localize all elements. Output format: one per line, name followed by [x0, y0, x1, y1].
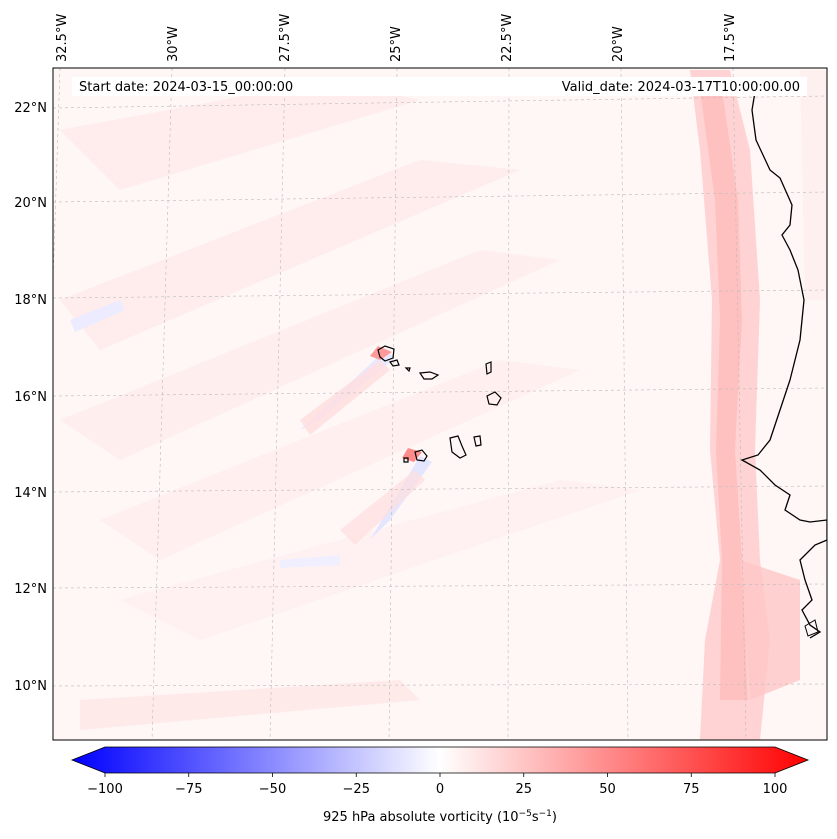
lon-label: 25°W [389, 26, 404, 62]
lon-label: 27.5°W [278, 14, 293, 62]
lat-label: 14°N [14, 486, 47, 501]
colorbar-body [70, 746, 810, 774]
lon-label: 17.5°W [723, 14, 738, 62]
colorbar-tick-label: 100 [763, 782, 788, 797]
colorbar-tick-label: 75 [683, 782, 700, 797]
lon-label: 30°W [166, 26, 181, 62]
lat-label: 18°N [14, 293, 47, 308]
colorbar-tick-label: −100 [87, 782, 123, 797]
lat-label: 16°N [14, 390, 47, 405]
colorbar-tick-label: −75 [175, 782, 202, 797]
lon-label: 32.5°W [55, 14, 70, 62]
valid-date-text: Valid_date: 2024-03-17T10:00:00.00 [562, 80, 800, 95]
lat-label: 20°N [14, 196, 47, 211]
cape-verde-islands [377, 345, 502, 463]
colorbar-tick-label: 0 [436, 782, 444, 797]
map-border [52, 67, 828, 741]
graticule [53, 68, 827, 740]
lon-label: 22.5°W [500, 14, 515, 62]
colorbar-label: 925 hPa absolute vorticity (10−5s−1) [323, 809, 557, 825]
colorbar-tick-label: −50 [259, 782, 286, 797]
header-box [72, 77, 807, 96]
colorbar: −100 −75 −50 −25 0 25 50 75 100 925 hPa … [70, 746, 810, 825]
colorbar-tick-label: 50 [599, 782, 616, 797]
vorticity-field [53, 68, 827, 740]
lon-label: 20°W [611, 26, 626, 62]
colorbar-tick-label: 25 [515, 782, 532, 797]
lat-label: 12°N [14, 582, 47, 597]
colorbar-tick-label: −25 [343, 782, 370, 797]
colorbar-ticks [104, 773, 776, 777]
lat-label: 22°N [14, 101, 47, 116]
start-date-text: Start date: 2024-03-15_00:00:00 [79, 80, 293, 95]
africa-coastline [740, 79, 827, 639]
lat-label: 10°N [14, 679, 47, 694]
